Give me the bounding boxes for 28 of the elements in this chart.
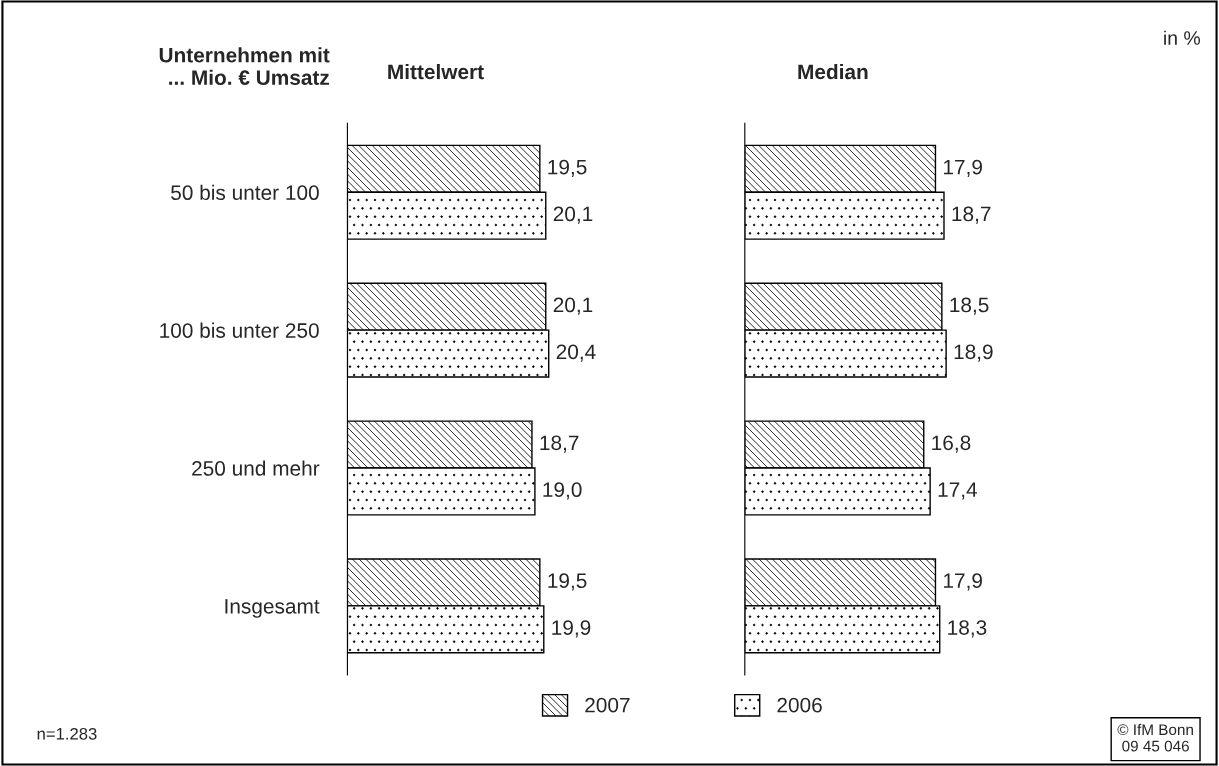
data-label: 20,1	[553, 206, 593, 224]
y-tick-label: 250 und mehr	[192, 460, 320, 476]
y-axis-title: Unternehmen mit ... Mio. € Umsatz	[159, 47, 330, 85]
data-label: 18,5	[950, 297, 989, 315]
legend-label: 2006	[777, 697, 822, 713]
data-label: 20,4	[556, 344, 596, 362]
data-label: 19,5	[548, 159, 587, 177]
data-label: 18,9	[954, 344, 993, 362]
data-label: 16,8	[932, 435, 971, 453]
data-label: 18,7	[540, 435, 579, 453]
data-label: 19,0	[543, 482, 582, 500]
data-label: 19,5	[548, 573, 587, 591]
legend-label: 2007	[585, 697, 630, 713]
y-tick-label: 50 bis unter 100	[171, 184, 319, 201]
data-label: 17,9	[944, 573, 982, 591]
data-label: 18,3	[948, 620, 987, 638]
y-tick-label: Insgesamt	[225, 599, 320, 618]
data-label: 19,9	[552, 620, 591, 638]
text: in %	[1164, 30, 1201, 45]
data-label: 17,4	[938, 482, 978, 500]
data-label: 20,1	[553, 297, 593, 315]
data-label: 18,7	[952, 206, 991, 224]
y-tick-label: 100 bis unter 250	[160, 322, 319, 338]
chart-title: Median	[798, 63, 868, 80]
text: © IfM Bonn 09 45 046	[1117, 723, 1193, 752]
data-label: 17,9	[944, 159, 982, 177]
text: n=1.283	[37, 727, 97, 740]
chart-title: Mittelwert	[388, 63, 484, 80]
